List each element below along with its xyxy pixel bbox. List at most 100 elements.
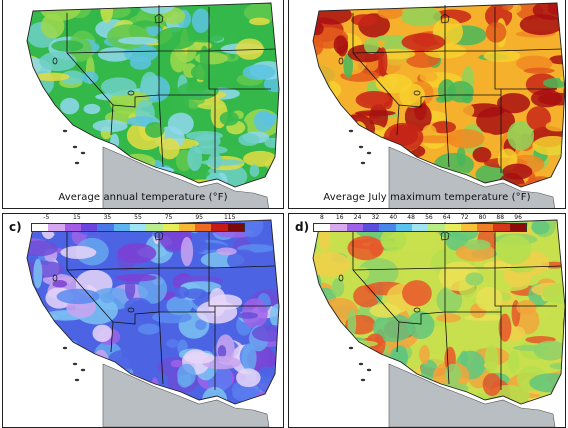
temperature-patch	[27, 146, 58, 157]
temperature-patch	[88, 164, 101, 187]
temperature-patch	[330, 373, 347, 399]
colorbar-tick-label: 8	[319, 214, 324, 221]
temperature-patch	[313, 133, 317, 163]
temperature-patch	[45, 159, 82, 176]
temperature-patch	[315, 162, 348, 183]
temperature-patch	[241, 343, 257, 373]
temperature-patch	[145, 122, 165, 138]
colorbar-tick-label: 115	[223, 214, 236, 221]
temperature-patch	[375, 73, 413, 94]
island	[72, 362, 78, 366]
temperature-patch	[167, 112, 194, 135]
temperature-patch	[66, 377, 76, 394]
temperature-patch	[193, 145, 228, 155]
temperature-patch	[319, 169, 333, 187]
island	[358, 362, 364, 366]
state-border	[66, 230, 114, 353]
temperature-patch	[317, 356, 352, 370]
park-outline	[440, 13, 450, 24]
colorbar-cell	[227, 224, 245, 231]
temperature-patch	[315, 110, 352, 140]
temperature-patch	[313, 388, 337, 400]
island	[358, 145, 364, 149]
temperature-patch	[484, 344, 499, 374]
temperature-patch	[526, 106, 551, 131]
temperature-patch	[368, 156, 392, 166]
temperature-patch	[187, 145, 203, 172]
temperature-patch	[27, 324, 38, 342]
temperature-patch	[137, 323, 161, 335]
lake-outline	[413, 90, 421, 96]
temperature-patch	[81, 71, 99, 84]
colorbar-tick-label: 24	[353, 214, 362, 221]
temperature-patch	[534, 179, 558, 186]
lake-outline	[127, 90, 135, 96]
temperature-patch	[375, 34, 406, 42]
panel-letter-d: d)	[295, 220, 310, 234]
temperature-patch	[145, 26, 163, 36]
temperature-patch	[32, 314, 49, 336]
mexico-region	[388, 146, 555, 208]
island	[62, 346, 68, 350]
temperature-patch	[65, 133, 92, 150]
temperature-patch	[313, 368, 324, 398]
temperature-patch	[254, 390, 279, 404]
temperature-patch	[27, 326, 48, 347]
map-panel-july-max-temperature: Average July maximum temperature (°F)	[288, 0, 566, 209]
temperature-patch	[240, 220, 264, 238]
map-c	[26, 219, 280, 427]
temperature-patch	[30, 314, 40, 341]
temperature-patch	[60, 70, 85, 85]
temperature-patch	[444, 363, 462, 384]
temperature-patch	[356, 130, 369, 137]
temperature-patch	[159, 137, 180, 160]
temperature-patch	[319, 225, 331, 252]
temperature-patch	[347, 235, 384, 261]
colorbar-cell	[64, 224, 81, 231]
temperature-patch	[107, 242, 123, 250]
temperature-patch	[194, 134, 221, 149]
temperature-patch	[75, 359, 102, 384]
colorbar-cell	[362, 224, 380, 231]
temperature-patch	[194, 52, 229, 65]
temperature-patch	[465, 272, 484, 286]
temperature-patch	[86, 146, 101, 158]
island	[62, 129, 68, 133]
colorbar-cell	[395, 224, 412, 231]
temperature-patch	[92, 119, 128, 133]
temperature-patch	[271, 172, 279, 187]
lake-outline	[52, 274, 58, 282]
island	[366, 151, 372, 155]
colorbar-c	[31, 223, 245, 232]
temperature-patch	[199, 45, 210, 70]
temperature-patch	[237, 312, 259, 319]
temperature-patch	[507, 350, 520, 374]
temperature-patch	[533, 340, 565, 361]
map-annual-temperature	[26, 2, 280, 208]
colorbar-cell	[146, 224, 163, 231]
colorbar-cell	[346, 224, 363, 231]
temperature-patch	[129, 56, 152, 70]
colorbar-cell	[411, 224, 429, 231]
colorbar-cell	[195, 224, 212, 231]
island	[360, 161, 366, 165]
temperature-patch	[560, 76, 565, 83]
state-border	[208, 265, 276, 269]
state-border	[208, 224, 271, 307]
temperature-patch	[27, 94, 45, 101]
temperature-patch	[27, 97, 37, 116]
temperature-patch	[236, 368, 261, 388]
island	[72, 145, 78, 149]
temperature-patch	[52, 279, 68, 288]
temperature-patch	[316, 60, 339, 83]
temperature-patch	[264, 137, 279, 148]
state-border	[112, 94, 160, 108]
temperature-patch	[36, 133, 56, 145]
temperature-patch	[242, 64, 276, 80]
state-border	[66, 13, 114, 136]
temperature-patch	[27, 127, 32, 143]
temperature-patch	[217, 345, 227, 359]
temperature-patch	[515, 55, 553, 72]
temperature-patch	[389, 346, 408, 368]
temperature-patch	[58, 132, 72, 148]
